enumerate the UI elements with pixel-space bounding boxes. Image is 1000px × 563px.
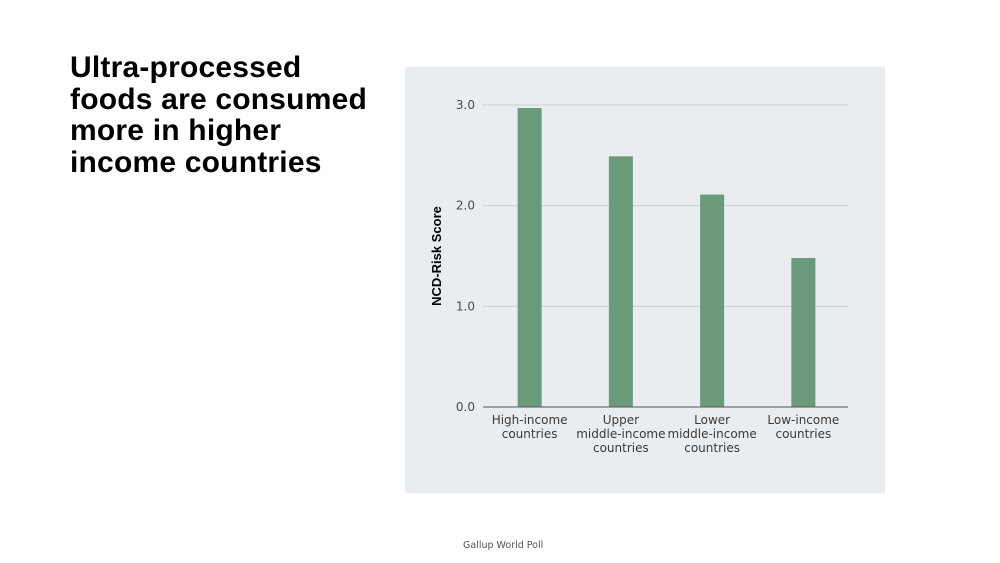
bar	[791, 258, 816, 407]
bar	[608, 156, 633, 407]
slide-title: Ultra-processed foods are consumed more …	[70, 51, 367, 179]
bars	[517, 108, 816, 407]
y-tick-label: 0.0	[456, 400, 475, 414]
chart-panel: 0.0 1.0 2.0 3.0 High-income countries Upper mid…	[405, 67, 885, 493]
y-tick-label: 2.0	[456, 199, 475, 213]
y-tick-label: 1.0	[456, 299, 475, 313]
x-category-label: High-income countries	[492, 413, 568, 441]
x-category-label: Lower middle-income countries	[667, 413, 756, 455]
bar	[517, 108, 542, 407]
bar-chart: 0.0 1.0 2.0 3.0 High-income countries Upper mid…	[429, 98, 848, 455]
bar	[700, 194, 725, 407]
gridlines	[483, 104, 848, 307]
y-axis-label: NCD-Risk Score	[429, 206, 444, 306]
x-category-label: Upper middle-income countries	[576, 413, 665, 455]
y-tick-label: 3.0	[456, 98, 475, 112]
labels: 0.0 1.0 2.0 3.0 High-income countries Upper mid…	[456, 98, 839, 455]
x-category-label: Low-income countries	[767, 413, 839, 441]
source-note: Gallup World Poll	[463, 540, 544, 551]
